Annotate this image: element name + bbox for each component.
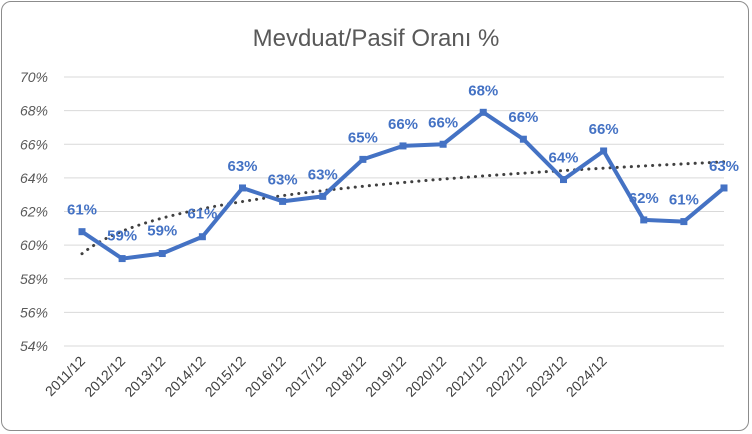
trendline bbox=[80, 160, 726, 256]
y-tick-label: 68% bbox=[20, 103, 48, 119]
y-tick-label: 54% bbox=[20, 338, 48, 354]
y-tick-label: 66% bbox=[20, 136, 48, 152]
trendline-group bbox=[80, 160, 726, 256]
data-label: 68% bbox=[468, 82, 498, 99]
data-point bbox=[158, 250, 166, 258]
data-point bbox=[359, 155, 367, 163]
data-label: 65% bbox=[348, 129, 378, 146]
data-label: 66% bbox=[508, 109, 538, 126]
data-point bbox=[519, 135, 527, 143]
y-tick-label: 58% bbox=[20, 271, 48, 287]
x-tick-label: 2017/12 bbox=[282, 353, 329, 400]
x-tick-label: 2014/12 bbox=[161, 353, 208, 400]
x-tick-label: 2020/12 bbox=[402, 353, 449, 400]
data-label: 64% bbox=[548, 150, 578, 167]
y-tick-label: 62% bbox=[20, 204, 48, 220]
x-axis-ticks: 2011/122012/122013/122014/122015/122016/… bbox=[42, 353, 610, 400]
data-labels: 61% 59% 59% 61% 63% 63% 63% 65% 66% 66% 68% 66% 64% 6… bbox=[67, 82, 739, 244]
data-label: 59% bbox=[107, 228, 137, 245]
data-label: 61% bbox=[67, 202, 97, 219]
x-tick-label: 2023/12 bbox=[523, 353, 570, 400]
data-label: 66% bbox=[428, 114, 458, 131]
y-tick-label: 60% bbox=[20, 237, 48, 253]
data-label: 66% bbox=[388, 116, 418, 133]
data-label: 63% bbox=[227, 158, 257, 175]
x-tick-label: 2012/12 bbox=[81, 353, 128, 400]
y-tick-label: 70% bbox=[20, 69, 48, 85]
series-group bbox=[78, 108, 728, 263]
y-tick-label: 64% bbox=[20, 170, 48, 186]
data-point bbox=[239, 184, 246, 192]
data-point bbox=[680, 218, 688, 226]
data-point bbox=[319, 192, 327, 200]
x-tick-label: 2016/12 bbox=[242, 353, 289, 400]
data-point bbox=[640, 216, 648, 224]
data-label: 66% bbox=[589, 121, 619, 138]
x-tick-label: 2018/12 bbox=[322, 353, 369, 400]
x-tick-label: 2013/12 bbox=[121, 353, 168, 400]
data-point bbox=[600, 147, 608, 155]
data-point bbox=[198, 233, 206, 241]
data-point bbox=[479, 108, 487, 116]
y-tick-label: 56% bbox=[20, 304, 48, 320]
data-label: 63% bbox=[709, 158, 739, 175]
data-point bbox=[78, 228, 86, 236]
x-tick-label: 2015/12 bbox=[202, 353, 249, 400]
series-line bbox=[80, 110, 726, 261]
x-tick-label: 2022/12 bbox=[482, 353, 529, 400]
data-label: 59% bbox=[147, 223, 177, 240]
data-label: 61% bbox=[187, 206, 217, 223]
data-label: 62% bbox=[629, 190, 659, 207]
gridlines bbox=[64, 76, 724, 347]
x-tick-label: 2011/12 bbox=[42, 353, 89, 400]
data-point bbox=[279, 197, 287, 205]
data-point bbox=[118, 255, 126, 263]
y-axis-ticks: 54% 56% 58% 60% 62% 64% 66% 68% 70% bbox=[20, 69, 48, 354]
data-point bbox=[560, 176, 567, 184]
x-tick-label: 2024/12 bbox=[563, 353, 610, 400]
data-point bbox=[399, 142, 407, 150]
data-point bbox=[439, 140, 447, 148]
chart-title: Mevduat/Pasif Oranı % bbox=[253, 25, 500, 52]
data-label: 63% bbox=[268, 171, 298, 188]
x-tick-label: 2021/12 bbox=[442, 353, 489, 400]
data-label: 61% bbox=[669, 192, 699, 209]
data-label: 63% bbox=[308, 166, 338, 183]
data-point bbox=[720, 184, 728, 192]
x-tick-label: 2019/12 bbox=[362, 353, 409, 400]
